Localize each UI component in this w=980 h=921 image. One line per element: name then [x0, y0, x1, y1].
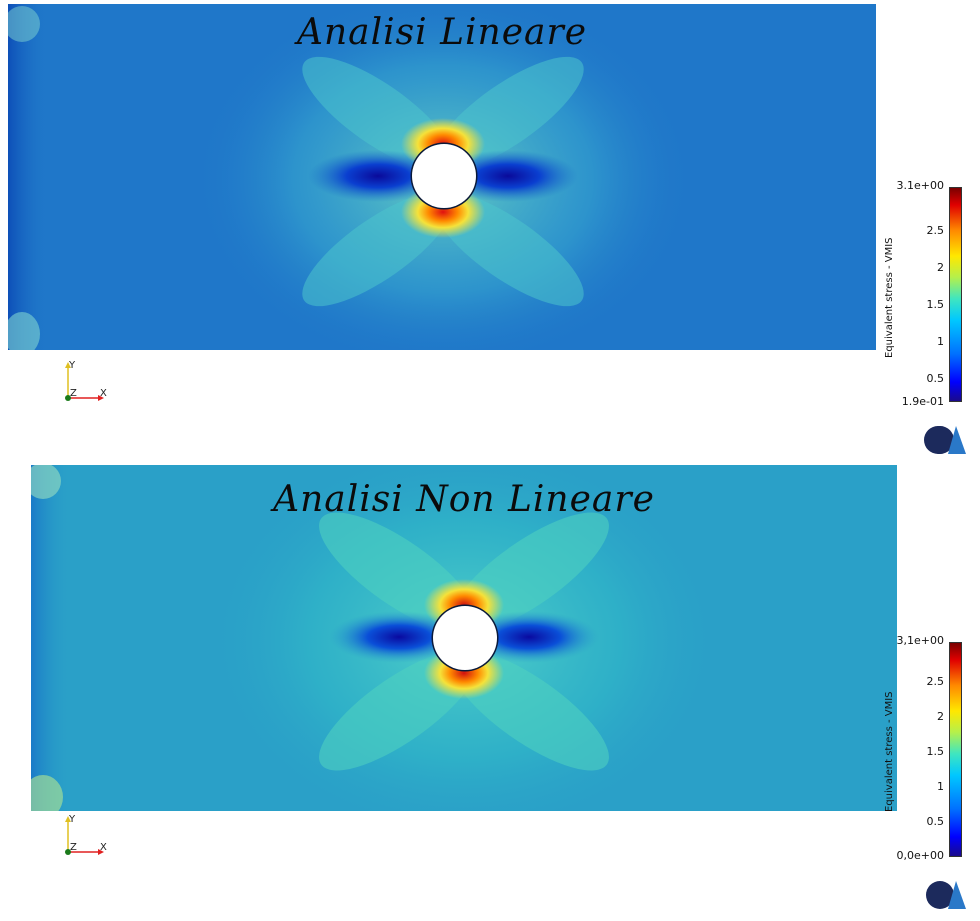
- axis-label-x: X: [100, 842, 107, 853]
- tick-label: 1.5: [926, 298, 945, 311]
- axes-triad-icon: Y Z X: [58, 360, 118, 410]
- tick-label: 1.9e-01: [901, 395, 944, 408]
- tick-label: 0,0e+00: [896, 849, 944, 862]
- stress-contour-plot-linear: Analisi Lineare: [8, 4, 876, 350]
- tick-label: 0.5: [926, 372, 945, 385]
- tick-label: 1.5: [926, 745, 945, 758]
- tick-label: 3.1e+00: [896, 179, 944, 192]
- tick-label: 2.5: [926, 224, 945, 237]
- panel-title: Analisi Lineare: [297, 12, 587, 53]
- axis-label-y: Y: [69, 360, 76, 371]
- axis-label-z: Z: [70, 388, 77, 399]
- colorbar-gradient: [949, 187, 962, 402]
- axes-triad-icon: Y Z X: [58, 814, 118, 864]
- hole-circle: [412, 144, 476, 208]
- axis-label-y: Y: [69, 814, 76, 825]
- axis-label-x: X: [100, 388, 107, 399]
- tick-label: 2.5: [926, 675, 945, 688]
- tick-label: 1: [937, 335, 944, 348]
- tick-label: 2: [937, 710, 944, 723]
- tick-label: 1: [937, 780, 944, 793]
- tick-label: 0.5: [926, 815, 945, 828]
- colorbar-gradient: [949, 642, 962, 857]
- tick-label: 3,1e+00: [896, 634, 944, 647]
- stress-contour-plot-nonlinear: Analisi Non Lineare: [31, 465, 897, 811]
- hole-circle: [433, 606, 497, 670]
- logo-icon: [924, 877, 968, 913]
- axis-label-z: Z: [70, 842, 77, 853]
- tick-label: 2: [937, 261, 944, 274]
- panel-title: Analisi Non Lineare: [273, 479, 655, 520]
- logo-icon: [924, 422, 968, 458]
